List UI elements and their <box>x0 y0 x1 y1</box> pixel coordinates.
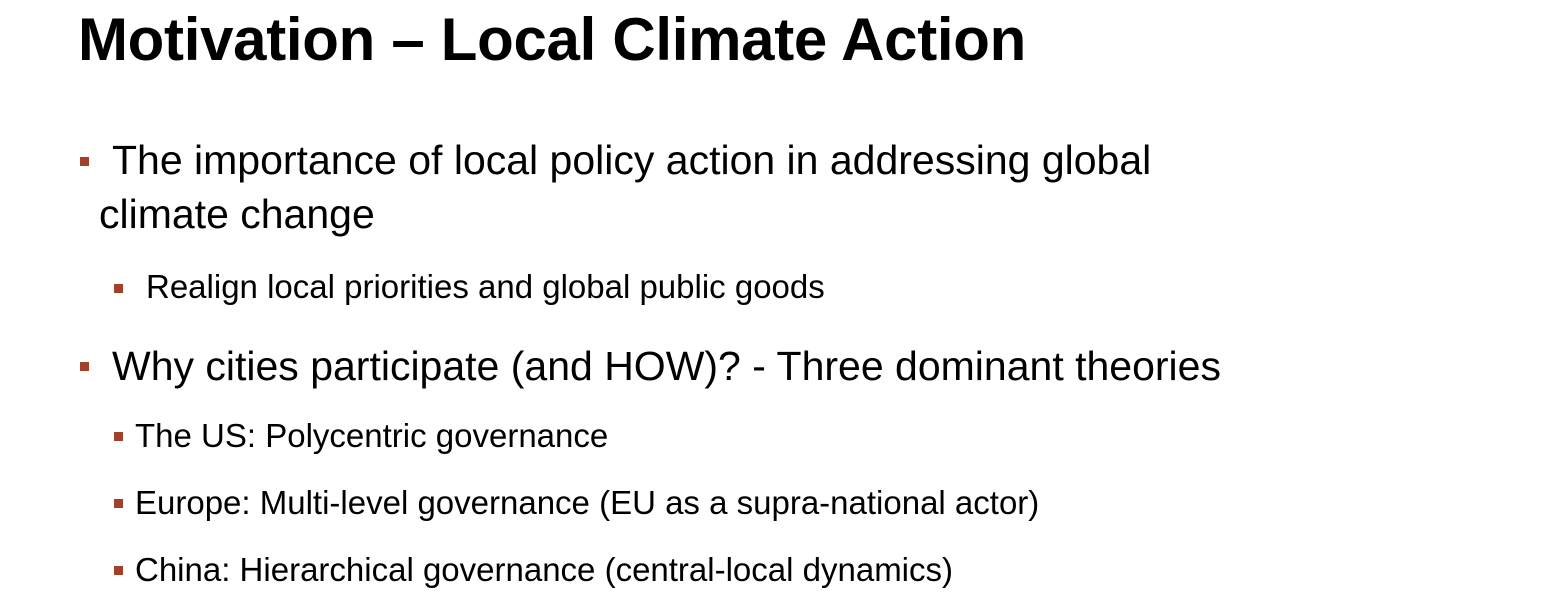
bullet-square-icon <box>80 362 89 371</box>
bullet-square-icon <box>80 157 89 166</box>
sub-bullet-item: Europe: Multi-level governance (EU as a … <box>135 481 1039 525</box>
bullet-text: The US: Polycentric governance <box>135 417 609 454</box>
bullet-item-continuation: climate change <box>99 187 375 241</box>
sub-bullet-item: Realign local priorities and global publ… <box>146 265 825 309</box>
bullet-text: Realign local priorities and global publ… <box>146 268 825 305</box>
sub-bullet-item: The US: Polycentric governance <box>135 414 608 458</box>
slide-title: Motivation – Local Climate Action <box>78 6 1026 73</box>
bullet-square-icon <box>114 284 123 293</box>
bullet-square-icon <box>114 432 123 441</box>
bullet-item: Why cities participate (and HOW)? - Thre… <box>112 339 1221 393</box>
bullet-text: Why cities participate (and HOW)? - Thre… <box>112 343 1221 389</box>
bullet-square-icon <box>114 499 123 508</box>
bullet-text-line: climate change <box>99 191 375 237</box>
bullet-square-icon <box>114 566 123 575</box>
bullet-text-line: The importance of local policy action in… <box>112 137 1152 183</box>
bullet-text: Europe: Multi-level governance (EU as a … <box>135 484 1040 521</box>
sub-bullet-item: China: Hierarchical governance (central-… <box>135 548 953 592</box>
bullet-item: The importance of local policy action in… <box>112 133 1151 187</box>
bullet-text: China: Hierarchical governance (central-… <box>135 551 954 588</box>
